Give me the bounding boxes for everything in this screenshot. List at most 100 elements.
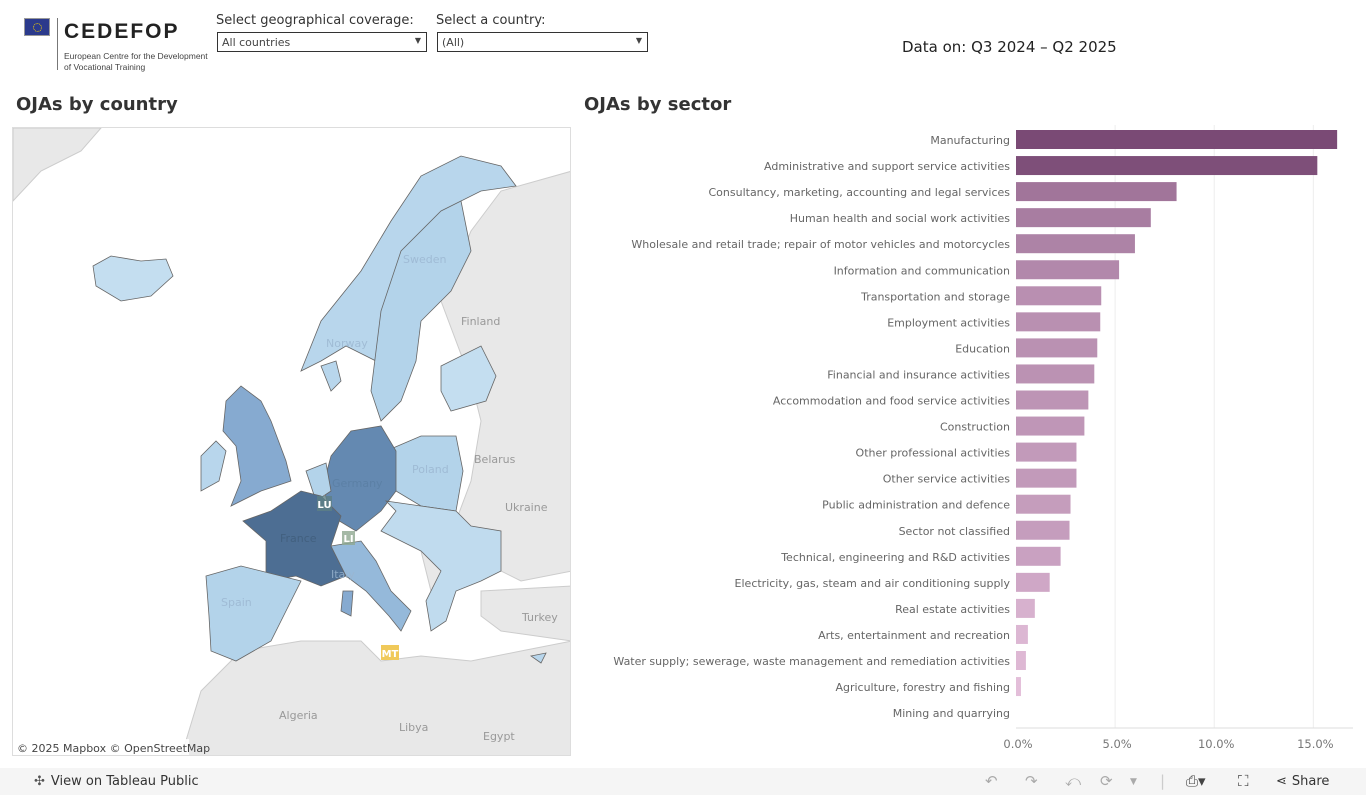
category-label: Consultancy, marketing, accounting and l… xyxy=(708,186,1010,199)
country-filter-label: Select a country: xyxy=(436,13,546,28)
poland xyxy=(385,435,464,512)
view-on-tableau-label: View on Tableau Public xyxy=(50,774,199,789)
bar[interactable] xyxy=(1016,286,1102,306)
download-icon[interactable]: ⎙▾ xyxy=(1186,772,1206,790)
label-spain: Spain xyxy=(221,596,252,609)
sweden xyxy=(370,200,472,422)
category-label: Other professional activities xyxy=(856,447,1011,460)
bar[interactable] xyxy=(1016,234,1135,254)
label-france: France xyxy=(280,532,317,545)
category-label: Employment activities xyxy=(887,316,1010,329)
label-sweden: Sweden xyxy=(403,253,446,266)
category-label: Real estate activities xyxy=(895,603,1010,616)
logo-subtitle-line1: European Centre for the Development xyxy=(64,51,208,61)
bar[interactable] xyxy=(1016,416,1085,436)
bar[interactable] xyxy=(1016,520,1070,540)
bar[interactable] xyxy=(1016,442,1077,462)
bar[interactable] xyxy=(1016,572,1050,592)
chevron-down-icon[interactable]: ▼ xyxy=(1130,777,1137,787)
cyprus xyxy=(530,652,547,664)
label-turkey: Turkey xyxy=(521,611,558,624)
bar[interactable] xyxy=(1016,651,1026,670)
ireland xyxy=(200,440,227,492)
label-belarus: Belarus xyxy=(474,453,516,466)
badge-li-bg[interactable] xyxy=(342,531,355,545)
bar[interactable] xyxy=(1016,494,1071,514)
category-label: Transportation and storage xyxy=(860,290,1010,303)
bar[interactable] xyxy=(1016,598,1035,618)
bar[interactable] xyxy=(1016,208,1151,228)
coverage-filter-label: Select geographical coverage: xyxy=(216,13,414,28)
share-icon: ⋖ xyxy=(1276,774,1287,789)
spain xyxy=(205,565,302,662)
bar[interactable] xyxy=(1016,677,1021,697)
bar[interactable] xyxy=(1016,130,1338,149)
cedefop-logo: CEDEFOP xyxy=(64,20,180,43)
bar[interactable] xyxy=(1016,364,1095,384)
bar[interactable] xyxy=(1016,182,1177,202)
category-label: Construction xyxy=(940,421,1010,434)
country-map[interactable]: Sweden Finland Norway Belarus Poland Ger… xyxy=(12,127,571,756)
bar[interactable] xyxy=(1016,624,1028,644)
view-on-tableau-link[interactable]: ✣ View on Tableau Public xyxy=(34,774,199,789)
undo-icon[interactable]: ↶ xyxy=(985,772,998,790)
bar[interactable] xyxy=(1016,546,1061,566)
chart-title: OJAs by sector xyxy=(584,94,732,115)
badge-lu-bg[interactable] xyxy=(317,496,332,511)
category-label: Education xyxy=(955,342,1010,355)
fullscreen-icon[interactable]: ⛶ xyxy=(1238,772,1249,790)
redo-icon[interactable]: ↷ xyxy=(1025,772,1038,790)
label-algeria: Algeria xyxy=(279,709,318,722)
dropdown-arrow-icon: ▼ xyxy=(635,36,642,45)
bar[interactable] xyxy=(1016,260,1120,280)
share-label: Share xyxy=(1291,774,1330,789)
label-poland: Poland xyxy=(412,463,449,476)
uk xyxy=(222,385,292,507)
map-labels: Sweden Finland Norway Belarus Poland Ger… xyxy=(221,253,558,743)
bar[interactable] xyxy=(1016,338,1098,358)
logo-subtitle: European Centre for the Development of Vo… xyxy=(64,51,208,73)
badge-mt-bg[interactable] xyxy=(381,645,399,660)
data-period: Data on: Q3 2024 – Q2 2025 xyxy=(902,38,1117,56)
badge-mt[interactable]: MT xyxy=(382,649,399,660)
sector-bar-chart: 0.0% 5.0% 10.0% 15.0% Manufacturing Administr… xyxy=(613,125,1353,751)
baltics xyxy=(440,345,497,412)
badge-li[interactable]: LI xyxy=(343,534,353,545)
coverage-select[interactable]: All countries ▼ xyxy=(217,32,427,52)
tableau-logo-icon: ✣ xyxy=(34,774,45,789)
x-tick-label: 15.0% xyxy=(1297,737,1334,751)
category-label: Information and communication xyxy=(834,264,1010,277)
badge-lu[interactable]: LU xyxy=(317,500,331,511)
x-tick-label: 0.0% xyxy=(1003,737,1032,751)
map-attribution[interactable]: © 2025 Mapbox © OpenStreetMap xyxy=(17,742,210,755)
category-label: Agriculture, forestry and fishing xyxy=(835,681,1010,694)
central-eastern-eu xyxy=(380,500,502,632)
logo-subtitle-line2: of Vocational Training xyxy=(64,62,146,72)
country-select-value: (All) xyxy=(442,36,465,49)
denmark xyxy=(320,360,342,392)
label-germany: Germany xyxy=(332,477,383,490)
label-italy: Italy xyxy=(331,568,355,581)
category-label: Sector not classified xyxy=(899,525,1010,538)
coverage-select-value: All countries xyxy=(222,36,291,49)
x-tick-label: 5.0% xyxy=(1103,737,1132,751)
iceland xyxy=(92,255,174,302)
bar[interactable] xyxy=(1016,156,1318,176)
refresh-icon[interactable]: ⟳ xyxy=(1100,772,1113,790)
logo-divider xyxy=(57,18,58,70)
bar[interactable] xyxy=(1016,468,1077,488)
revert-icon[interactable]: ⤺ xyxy=(1065,772,1082,790)
bar[interactable] xyxy=(1016,390,1089,410)
eu-countries[interactable] xyxy=(92,155,547,664)
category-label: Accommodation and food service activitie… xyxy=(773,395,1010,408)
label-finland: Finland xyxy=(461,315,500,328)
country-select[interactable]: (All) ▼ xyxy=(437,32,648,52)
share-button[interactable]: ⋖ Share xyxy=(1276,774,1329,789)
x-tick-label: 10.0% xyxy=(1198,737,1235,751)
category-label: Financial and insurance activities xyxy=(827,368,1010,381)
sardinia-corsica xyxy=(340,590,354,617)
category-label: Electricity, gas, steam and air conditio… xyxy=(735,577,1011,590)
bar[interactable] xyxy=(1016,312,1101,332)
category-label: Wholesale and retail trade; repair of mo… xyxy=(631,238,1010,251)
map-title: OJAs by country xyxy=(16,94,178,115)
